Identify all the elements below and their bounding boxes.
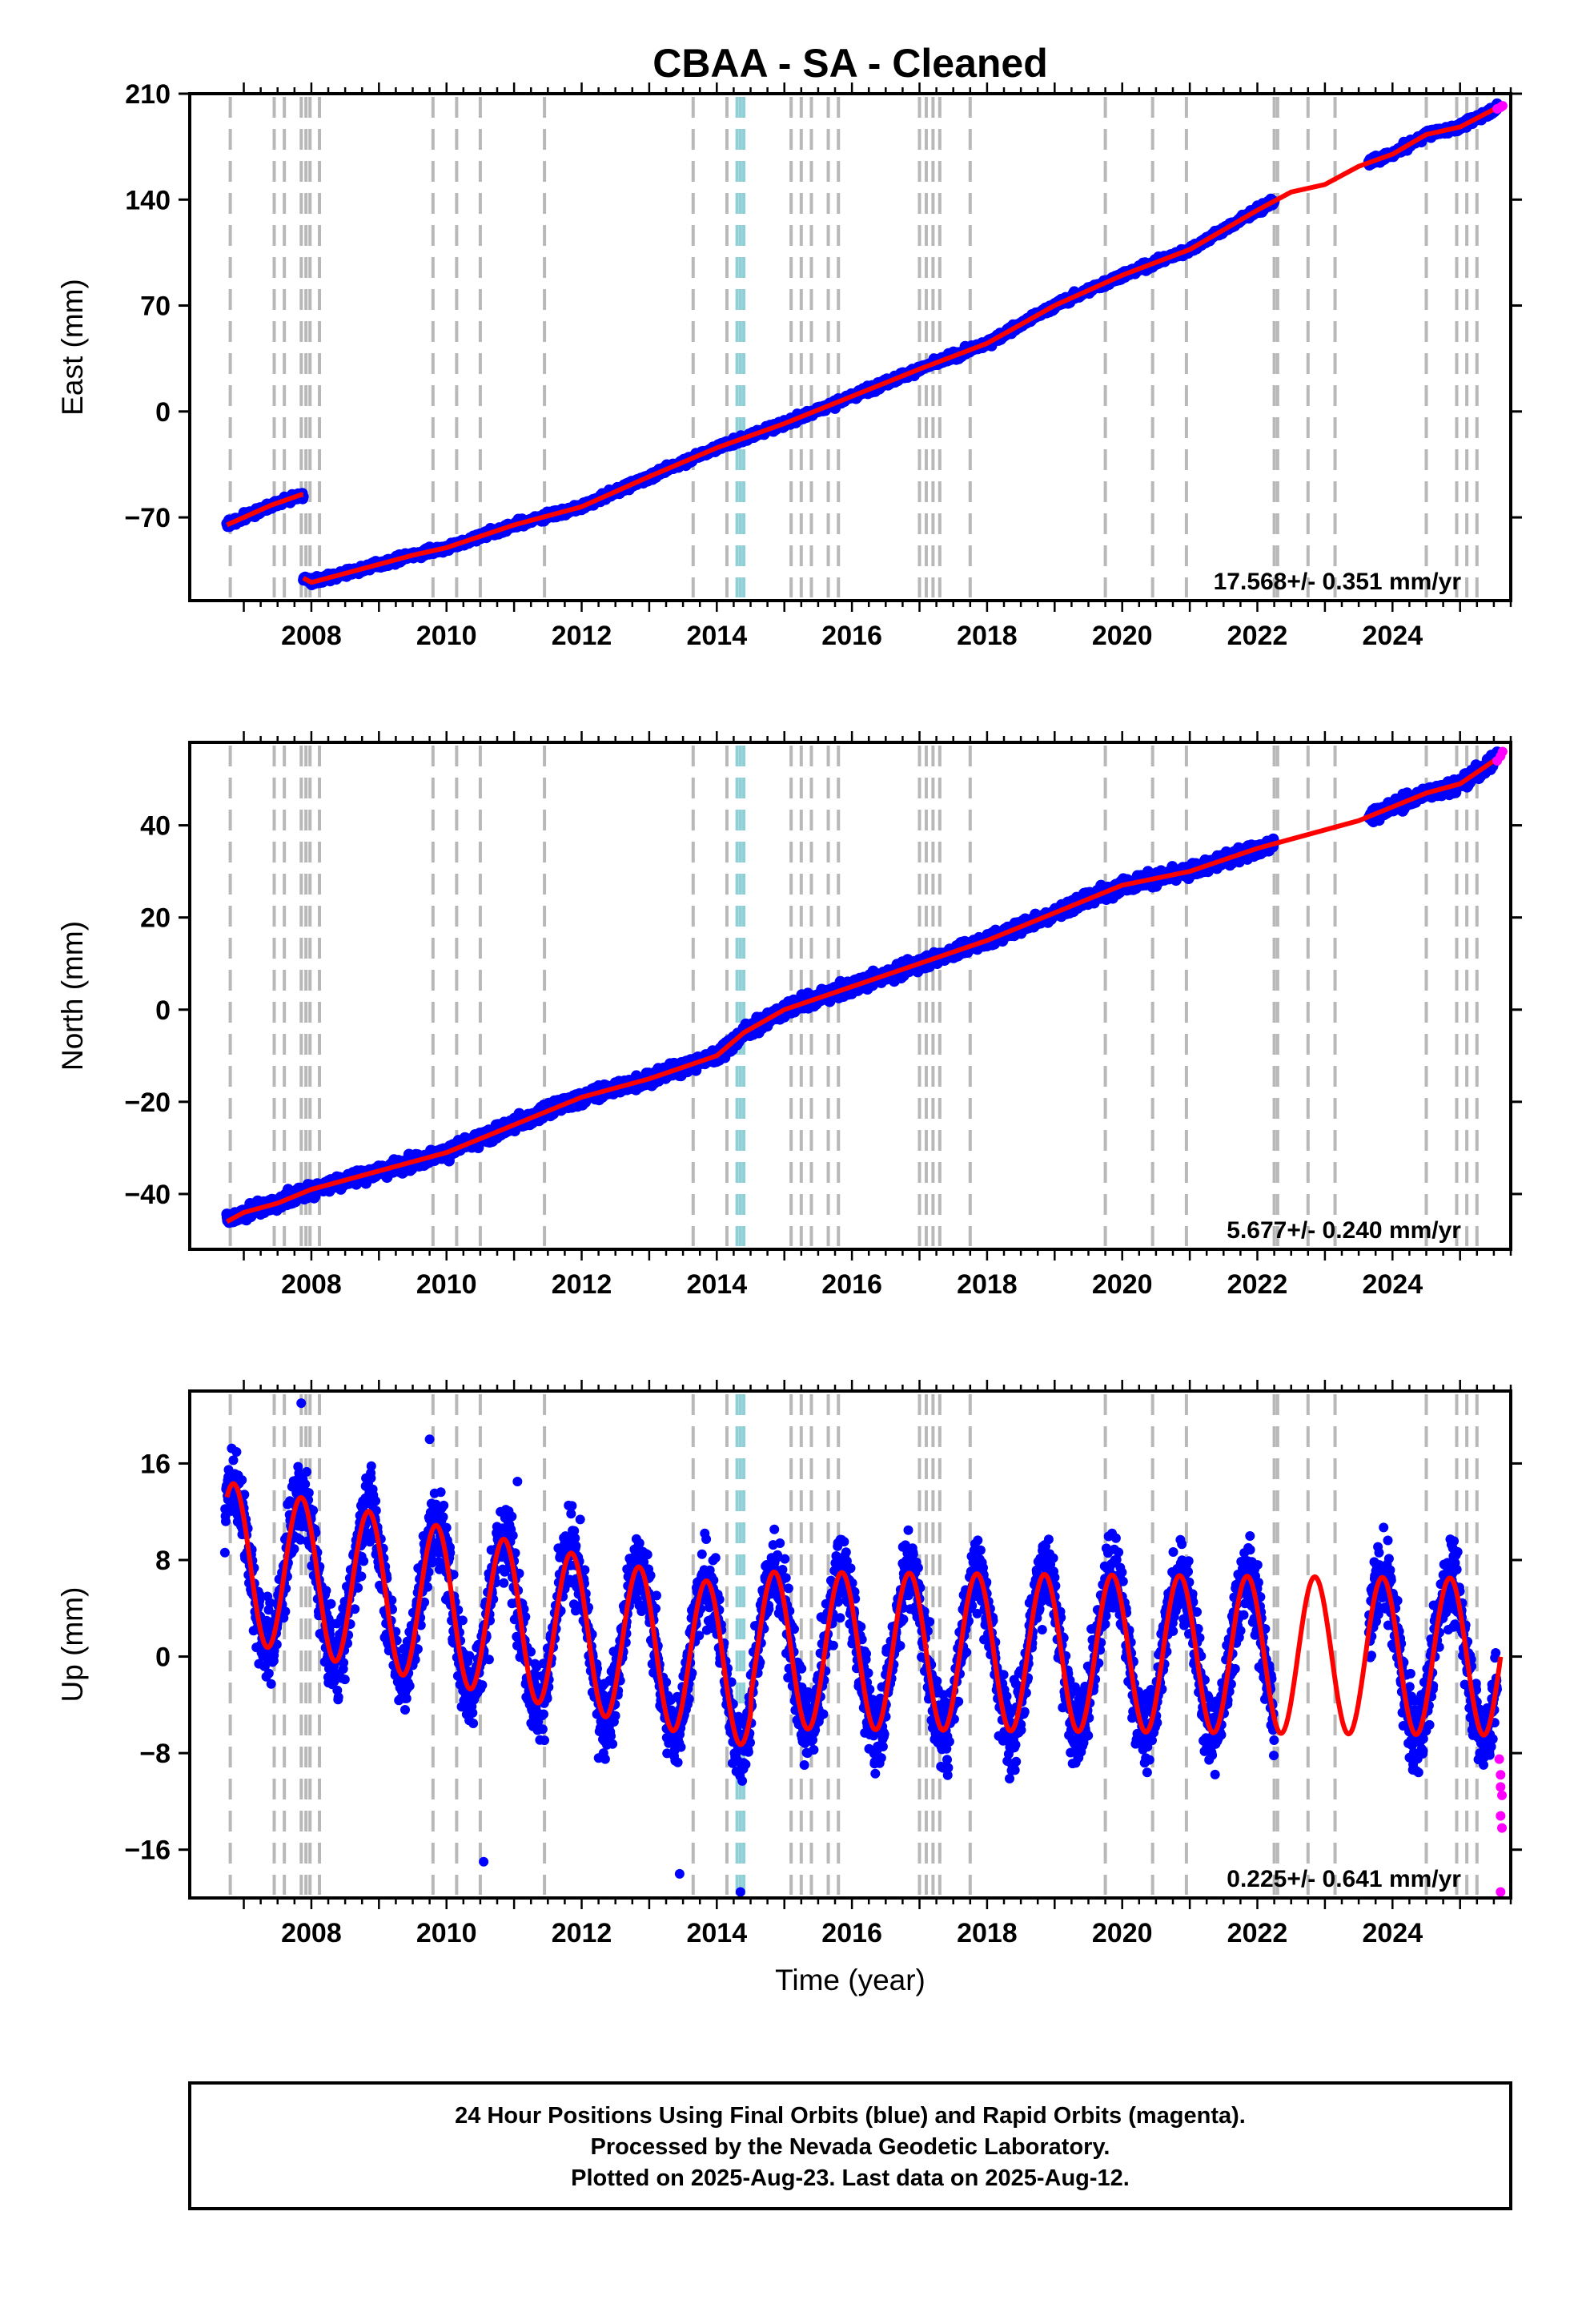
rate-label: 17.568+/- 0.351 mm/yr [1214, 569, 1462, 595]
plot-area [221, 746, 1508, 1228]
series-final-orbits [221, 746, 1503, 1228]
rapid-point [1497, 101, 1508, 111]
y-tick-label: 140 [125, 185, 171, 215]
x-tick-label: 2018 [957, 621, 1018, 651]
x-tick-label: 2010 [416, 621, 477, 651]
series-final-orbits [221, 98, 1503, 590]
y-tick-label: −70 [124, 503, 171, 533]
x-tick-label: 2012 [552, 621, 612, 651]
x-tick-label: 2008 [281, 621, 342, 651]
y-tick-label: 70 [140, 292, 171, 322]
y-axis-label: East (mm) [56, 279, 89, 416]
x-tick-label: 2022 [1227, 621, 1288, 651]
y-tick-label: 0 [155, 397, 171, 428]
panel-east: 210 140 70 0 −70 2008 2010 2012 2014 2016 2018 2020… [56, 79, 1522, 651]
panels: 210 140 70 0 −70 2008 2010 2012 2014 2016 2018 2020… [56, 79, 1522, 1948]
x-tick-label: 2014 [686, 621, 747, 651]
x-tick-label: 2016 [821, 621, 882, 651]
x-tick-label: 2024 [1362, 621, 1423, 651]
plot-frame [188, 92, 1512, 602]
chart-title: CBAA - SA - Cleaned [652, 41, 1048, 86]
plot-area [221, 98, 1508, 590]
x-tick-label: 2020 [1092, 621, 1153, 651]
y-tick-label: 210 [125, 79, 171, 110]
